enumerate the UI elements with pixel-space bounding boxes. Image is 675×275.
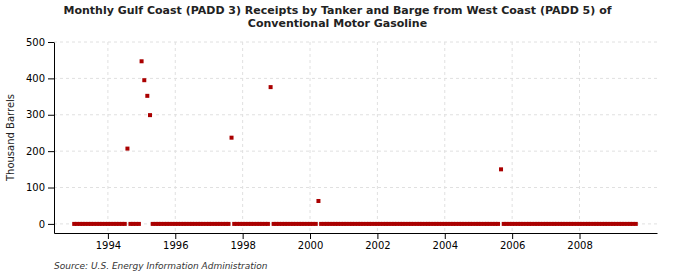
x-tick: 2004	[433, 233, 458, 251]
x-tick-label: 2008	[567, 240, 592, 251]
x-tick-label: 1996	[163, 240, 188, 251]
point	[226, 222, 230, 226]
y-tick-label: 0	[39, 219, 45, 230]
x-tick-mark	[445, 233, 446, 239]
x-tick-label: 2006	[500, 240, 525, 251]
x-tick: 2008	[567, 233, 592, 251]
grid-line-x	[377, 42, 378, 233]
title-line: Monthly Gulf Coast (PADD 3) Receipts by …	[64, 4, 612, 17]
grid-line-y	[54, 42, 657, 43]
y-axis: 0 100 200 300 400 500	[26, 37, 55, 234]
point	[316, 199, 320, 203]
y-tick-label: 200	[26, 146, 45, 157]
x-tick: 1996	[163, 233, 188, 251]
grid-line-y	[54, 187, 657, 188]
point	[125, 147, 129, 151]
x-tick-mark	[512, 233, 513, 239]
x-tick: 2006	[500, 233, 525, 251]
x-tick-label: 1994	[96, 240, 121, 251]
grid-line-y	[54, 151, 657, 152]
x-axis: 1994 1996 1998 2000 2002 2004 2006 2008	[55, 233, 658, 251]
point	[123, 222, 127, 226]
y-tick-label: 500	[26, 37, 45, 48]
x-tick-mark	[243, 233, 244, 239]
point	[145, 94, 149, 98]
grid-line-x	[242, 42, 243, 233]
x-tick-mark	[377, 233, 378, 239]
grid-line-x	[444, 42, 445, 233]
point	[230, 136, 234, 140]
point	[634, 222, 638, 226]
y-tick-mark	[48, 42, 54, 43]
x-tick-mark	[108, 233, 109, 239]
chart: Monthly Gulf Coast (PADD 3) Receipts by …	[0, 0, 675, 275]
grid-line-x	[512, 42, 513, 233]
point	[148, 113, 152, 117]
x-tick-label: 2002	[365, 240, 390, 251]
y-tick: 100	[26, 182, 54, 193]
x-tick: 2002	[365, 233, 390, 251]
y-axis-label: Thousand Barrels	[5, 94, 16, 182]
y-tick: 300	[26, 109, 54, 120]
grid-line-y	[54, 114, 657, 115]
point	[269, 85, 273, 89]
points	[72, 59, 638, 226]
y-tick-label: 300	[26, 109, 45, 120]
y-tick-mark	[48, 188, 54, 189]
annotation: Source: U.S. Energy Information Administ…	[54, 261, 268, 271]
grid	[54, 42, 657, 233]
y-tick-mark	[48, 115, 54, 116]
plot: 1994 1996 1998 2000 2002 2004 2006 2008 0 100 200 3…	[26, 37, 658, 251]
y-tick-mark	[48, 78, 54, 79]
y-tick-label: 400	[26, 73, 45, 84]
grid-line-x	[579, 42, 580, 233]
x-tick-mark	[175, 233, 176, 239]
x-tick-label: 2004	[433, 240, 458, 251]
y-tick: 500	[26, 37, 54, 48]
grid-line-x	[310, 42, 311, 233]
x-tick-label: 1998	[230, 240, 255, 251]
point	[140, 59, 144, 63]
title: Monthly Gulf Coast (PADD 3) Receipts by …	[64, 4, 612, 30]
x-tick: 2000	[298, 233, 323, 251]
y-tick-label: 100	[26, 182, 45, 193]
grid-line-x	[175, 42, 176, 233]
y-tick-mark	[48, 224, 54, 225]
point	[314, 222, 318, 226]
point	[496, 222, 500, 226]
x-tick: 1994	[96, 233, 121, 251]
point	[266, 222, 270, 226]
x-tick: 1998	[230, 233, 255, 251]
y-axis-line	[54, 43, 55, 234]
y-tick: 200	[26, 146, 54, 157]
x-axis-line	[55, 233, 658, 234]
x-tick-mark	[310, 233, 311, 239]
y-tick-mark	[48, 151, 54, 152]
x-tick-label: 2000	[298, 240, 323, 251]
point	[142, 78, 146, 82]
x-tick-mark	[580, 233, 581, 239]
grid-line-x	[107, 42, 108, 233]
y-tick: 400	[26, 73, 54, 84]
point	[499, 167, 503, 171]
point	[137, 222, 141, 226]
y-tick: 0	[39, 219, 54, 230]
title-line: Conventional Motor Gasoline	[248, 17, 427, 30]
